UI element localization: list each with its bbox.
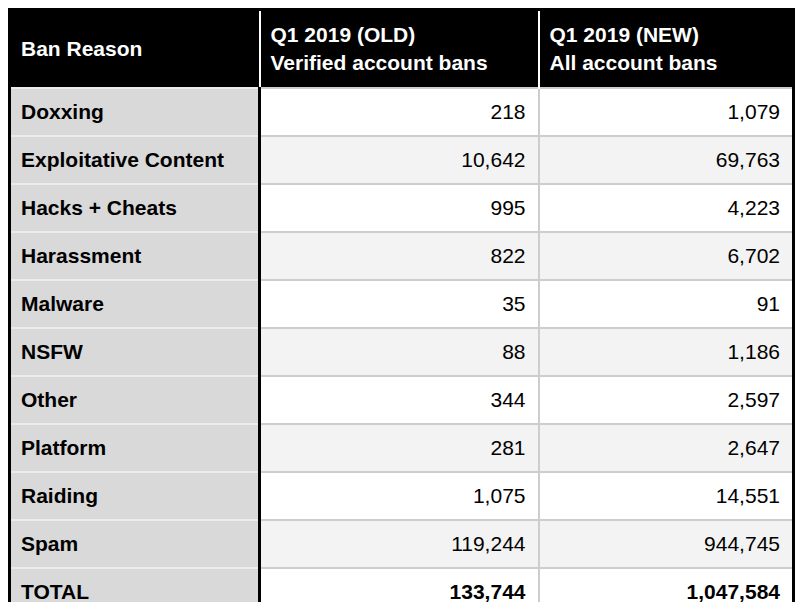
old-bans-value: 281 (260, 424, 539, 472)
table-row-nsfw: NSFW 88 1,186 (10, 328, 794, 376)
table-row-hacks-cheats: Hacks + Cheats 995 4,223 (10, 184, 794, 232)
old-bans-value: 35 (260, 280, 539, 328)
row-label: Other (10, 376, 260, 424)
header-old-bans: Q1 2019 (OLD) Verified account bans (260, 10, 539, 89)
row-label: Hacks + Cheats (10, 184, 260, 232)
table-row-platform: Platform 281 2,647 (10, 424, 794, 472)
row-label: Spam (10, 520, 260, 568)
table-row-total: TOTAL 133,744 1,047,584 (10, 568, 794, 602)
new-bans-value: 2,597 (539, 376, 794, 424)
old-bans-total: 133,744 (260, 568, 539, 602)
header-row: Ban Reason Q1 2019 (OLD) Verified accoun… (10, 10, 794, 89)
header-old-line1: Q1 2019 (OLD) (271, 21, 528, 49)
row-label: Malware (10, 280, 260, 328)
old-bans-value: 995 (260, 184, 539, 232)
old-bans-value: 1,075 (260, 472, 539, 520)
row-label: TOTAL (10, 568, 260, 602)
new-bans-value: 1,186 (539, 328, 794, 376)
table-row-harassment: Harassment 822 6,702 (10, 232, 794, 280)
old-bans-value: 218 (260, 88, 539, 136)
table-body: Doxxing 218 1,079 Exploitative Content 1… (10, 88, 794, 602)
row-label: Raiding (10, 472, 260, 520)
header-new-bans: Q1 2019 (NEW) All account bans (539, 10, 794, 89)
new-bans-value: 4,223 (539, 184, 794, 232)
new-bans-value: 1,079 (539, 88, 794, 136)
new-bans-value: 2,647 (539, 424, 794, 472)
header-new-line1: Q1 2019 (NEW) (550, 21, 783, 49)
row-label: Doxxing (10, 88, 260, 136)
header-new-line2: All account bans (550, 49, 783, 77)
old-bans-value: 88 (260, 328, 539, 376)
new-bans-value: 91 (539, 280, 794, 328)
row-label: Harassment (10, 232, 260, 280)
new-bans-value: 6,702 (539, 232, 794, 280)
row-label: Exploitative Content (10, 136, 260, 184)
table-row-malware: Malware 35 91 (10, 280, 794, 328)
header-old-line2: Verified account bans (271, 49, 528, 77)
row-label: NSFW (10, 328, 260, 376)
table-row-other: Other 344 2,597 (10, 376, 794, 424)
ban-stats-table: Ban Reason Q1 2019 (OLD) Verified accoun… (8, 8, 795, 602)
table-header: Ban Reason Q1 2019 (OLD) Verified accoun… (10, 10, 794, 89)
table-row-raiding: Raiding 1,075 14,551 (10, 472, 794, 520)
new-bans-value: 944,745 (539, 520, 794, 568)
new-bans-value: 69,763 (539, 136, 794, 184)
old-bans-value: 119,244 (260, 520, 539, 568)
row-label: Platform (10, 424, 260, 472)
old-bans-value: 344 (260, 376, 539, 424)
new-bans-total: 1,047,584 (539, 568, 794, 602)
table-row-doxxing: Doxxing 218 1,079 (10, 88, 794, 136)
header-ban-reason-label: Ban Reason (21, 35, 249, 63)
old-bans-value: 822 (260, 232, 539, 280)
table-row-exploitative-content: Exploitative Content 10,642 69,763 (10, 136, 794, 184)
ban-stats-table-container: Ban Reason Q1 2019 (OLD) Verified accoun… (8, 8, 795, 602)
new-bans-value: 14,551 (539, 472, 794, 520)
table-row-spam: Spam 119,244 944,745 (10, 520, 794, 568)
header-ban-reason: Ban Reason (10, 10, 260, 89)
old-bans-value: 10,642 (260, 136, 539, 184)
